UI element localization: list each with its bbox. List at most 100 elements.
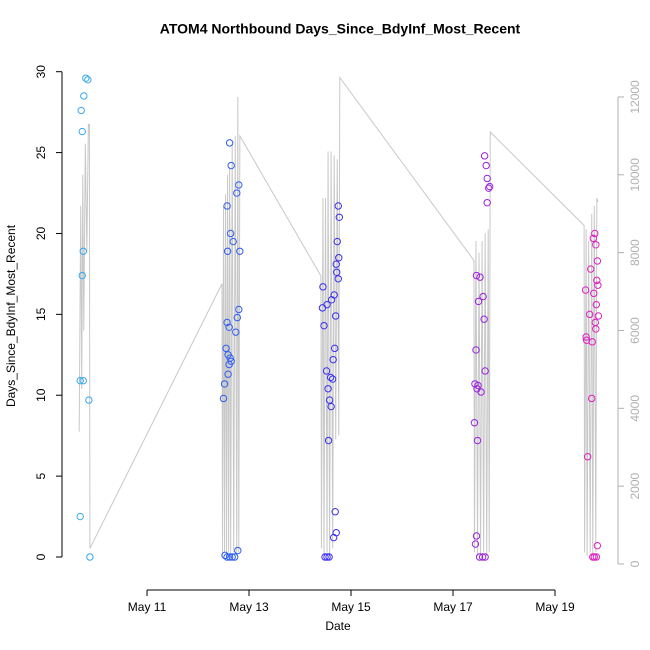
- point: [227, 161, 235, 170]
- point: [233, 313, 241, 322]
- point: [593, 276, 601, 285]
- point: [471, 540, 480, 548]
- point: [334, 275, 342, 283]
- point: [223, 202, 231, 210]
- point: [590, 553, 598, 561]
- point: [590, 289, 598, 298]
- point: [231, 553, 239, 561]
- point: [225, 553, 234, 561]
- point: [219, 394, 228, 403]
- y-tick-label: 25: [34, 146, 48, 160]
- point: [220, 380, 229, 388]
- point: [223, 553, 231, 561]
- point: [86, 553, 94, 561]
- y-tick-label: 5: [34, 472, 48, 479]
- y2-tick-label: 8000: [628, 239, 642, 266]
- point: [225, 139, 234, 147]
- point: [225, 360, 233, 369]
- point: [483, 199, 491, 207]
- point: [581, 286, 590, 294]
- point: [474, 297, 483, 306]
- point: [79, 376, 87, 385]
- point: [588, 394, 596, 403]
- point: [591, 229, 599, 238]
- y-tick-label: 20: [34, 226, 48, 240]
- point: [478, 553, 487, 561]
- point: [329, 533, 338, 542]
- point: [472, 346, 480, 354]
- y2-tick-label: 0: [628, 560, 642, 567]
- point: [589, 234, 597, 243]
- point: [332, 260, 340, 268]
- point: [583, 453, 592, 461]
- point: [481, 553, 489, 561]
- point: [587, 265, 595, 273]
- point: [480, 315, 488, 323]
- point: [223, 247, 232, 255]
- point: [82, 74, 90, 82]
- point: [229, 237, 237, 246]
- point: [327, 402, 335, 411]
- y-axis-label: Days_Since_BdyInf_Most_Recent: [4, 224, 18, 407]
- point: [329, 355, 337, 364]
- point: [582, 333, 590, 341]
- point: [319, 283, 327, 291]
- point: [331, 508, 339, 516]
- point: [472, 532, 481, 540]
- point: [335, 213, 343, 221]
- point: [324, 436, 333, 445]
- point: [327, 296, 336, 304]
- x-tick-label: May 15: [331, 600, 371, 614]
- y-tick-label: 15: [34, 307, 48, 321]
- point: [480, 152, 489, 160]
- point: [228, 553, 236, 561]
- point: [592, 325, 600, 333]
- point: [592, 553, 601, 561]
- point: [224, 370, 232, 378]
- point: [592, 300, 601, 309]
- x-tick-label: May 11: [128, 600, 167, 614]
- point: [330, 344, 339, 353]
- point: [476, 273, 484, 281]
- point: [322, 367, 331, 375]
- point: [594, 281, 602, 289]
- point: [323, 553, 331, 561]
- x-axis-label: Date: [325, 619, 351, 633]
- point: [594, 312, 603, 320]
- point: [324, 385, 332, 393]
- point: [588, 338, 596, 346]
- point: [84, 76, 92, 84]
- point: [223, 318, 231, 327]
- point: [320, 321, 328, 330]
- x-tick-label: May 17: [433, 600, 473, 614]
- point: [481, 367, 489, 375]
- point: [326, 373, 335, 382]
- point: [482, 161, 490, 170]
- point: [332, 312, 340, 320]
- y2-tick-label: 10000: [628, 158, 642, 192]
- point: [321, 553, 329, 561]
- point: [593, 257, 602, 265]
- y2-tick-label: 2000: [628, 472, 642, 499]
- point: [78, 127, 86, 136]
- point: [79, 247, 87, 255]
- point: [77, 106, 85, 115]
- x-tick-label: May 19: [535, 600, 575, 614]
- point: [334, 202, 342, 210]
- point: [483, 174, 491, 183]
- point: [592, 241, 600, 249]
- point: [226, 229, 235, 238]
- chart-title: ATOM4 Northbound Days_Since_BdyInf_Most_…: [160, 21, 521, 37]
- point: [585, 310, 594, 319]
- x-tick-label: May 13: [229, 600, 269, 614]
- y2-tick-label: 12000: [628, 80, 642, 114]
- point: [80, 92, 88, 100]
- point: [235, 305, 243, 314]
- point: [335, 254, 343, 262]
- point: [472, 271, 481, 280]
- point: [328, 375, 337, 383]
- point: [234, 546, 242, 555]
- point: [225, 323, 233, 331]
- y-tick-label: 30: [34, 65, 48, 79]
- point: [78, 271, 86, 280]
